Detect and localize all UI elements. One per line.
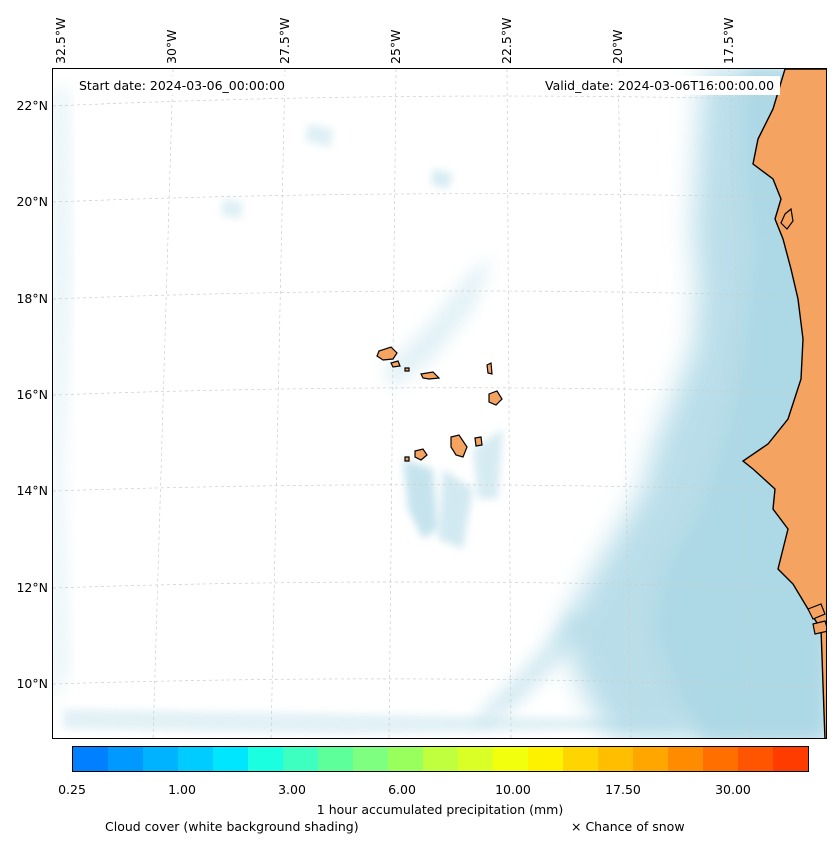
cloud-patch-west [53, 89, 71, 709]
colorbar-tick-30-00: 30.00 [715, 782, 751, 797]
gridline-lat-20n [53, 193, 826, 203]
gridline-lat-16n [53, 387, 826, 396]
cloud-streak-islands-3 [473, 429, 503, 499]
colorbar-segment-1 [108, 747, 143, 771]
colorbar-segment-18 [703, 747, 738, 771]
colorbar-segment-9 [388, 747, 423, 771]
map-canvas [53, 69, 826, 738]
map-frame [52, 68, 827, 739]
gridline-lon-17-5w [728, 69, 752, 738]
colorbar-segment-8 [353, 747, 388, 771]
lat-label-12n: 12°N [16, 580, 48, 595]
cloud-patch-north-1 [431, 169, 453, 189]
snow-legend: × Chance of snow [571, 819, 685, 834]
island-fogo [414, 448, 428, 461]
lon-label-20w: 20°W [610, 29, 625, 64]
colorbar-segment-16 [633, 747, 668, 771]
cloud-cover-shading [53, 69, 826, 738]
lon-label-17-5w: 17.5°W [721, 17, 736, 64]
colorbar-segment-6 [283, 747, 318, 771]
colorbar-segment-4 [213, 747, 248, 771]
lon-label-22-5w: 22.5°W [499, 17, 514, 64]
cloud-patch-north-2 [305, 124, 333, 147]
cape-verde-islands [376, 346, 503, 462]
colorbar-tick-1-00: 1.00 [168, 782, 196, 797]
gridline-lat-22n [53, 95, 826, 107]
colorbar-segment-20 [773, 747, 808, 771]
colorbar-segment-19 [738, 747, 773, 771]
lat-label-14n: 14°N [16, 483, 48, 498]
gridline-lon-27-5w [270, 69, 286, 738]
island-santa-luzia [404, 367, 410, 372]
lon-label-27-5w: 27.5°W [277, 17, 292, 64]
island-sal [486, 362, 493, 375]
colorbar-segment-7 [318, 747, 353, 771]
colorbar-segment-17 [668, 747, 703, 771]
lon-label-30w: 30°W [164, 29, 179, 64]
cloud-patch-north-3 [221, 199, 243, 219]
colorbar-tick-6-00: 6.00 [388, 782, 416, 797]
colorbar-segment-0 [73, 747, 108, 771]
gridline-lat-10n [53, 678, 826, 689]
gridline-lon-30w [152, 69, 174, 738]
lat-label-10n: 10°N [16, 676, 48, 691]
land-small-coastal-2 [807, 603, 826, 620]
colorbar-segment-3 [178, 747, 213, 771]
gridline-lon-22-5w [506, 69, 512, 738]
island-santiago [450, 434, 468, 458]
colorbar-segment-5 [248, 747, 283, 771]
gridline-lat-12n [53, 581, 826, 591]
cloud-cover-legend: Cloud cover (white background shading) [105, 819, 359, 834]
colorbar-segment-11 [458, 747, 493, 771]
colorbar-segment-14 [563, 747, 598, 771]
gridline-lat-14n [53, 484, 826, 493]
valid-date-label: Valid_date: 2024-03-06T16:00:00.00 [539, 76, 781, 95]
lon-label-32-5w: 32.5°W [53, 17, 68, 64]
start-date-label: Start date: 2024-03-06_00:00:00 [73, 76, 291, 95]
gridline-lon-25w [388, 69, 397, 738]
lat-label-18n: 18°N [16, 291, 48, 306]
cloud-streak-islands-1 [403, 459, 438, 539]
colorbar-segment-12 [493, 747, 528, 771]
land-small-coastal-1 [780, 207, 794, 230]
precipitation-colorbar [72, 746, 809, 772]
island-sao-nicolau [420, 371, 441, 380]
colorbar-tick-10-00: 10.00 [495, 782, 531, 797]
cloud-bottom-strip [63, 709, 693, 734]
lat-label-22n: 22°N [16, 98, 48, 113]
colorbar-segment-15 [598, 747, 633, 771]
colorbar-tick-17-50: 17.50 [605, 782, 641, 797]
lat-label-16n: 16°N [16, 387, 48, 402]
gridline-lat-18n [53, 290, 826, 300]
island-brava [404, 456, 410, 462]
cloud-streak-islands-2 [438, 469, 473, 549]
lon-label-25w: 25°W [388, 29, 403, 64]
lat-label-20n: 20°N [16, 194, 48, 209]
graticule [53, 69, 826, 738]
colorbar-tick-3-00: 3.00 [278, 782, 306, 797]
island-maio [474, 436, 483, 447]
island-boa-vista [488, 390, 503, 406]
island-santo-antao [376, 346, 398, 361]
cloud-streak-northeast [383, 259, 493, 389]
gridline-lon-20w [617, 69, 632, 738]
colorbar-segment-13 [528, 747, 563, 771]
cloud-plume-southwest [473, 609, 593, 729]
colorbar-title: 1 hour accumulated precipitation (mm) [316, 802, 564, 817]
colorbar-tick-0-25: 0.25 [58, 782, 86, 797]
colorbar-segment-10 [423, 747, 458, 771]
colorbar-segment-2 [143, 747, 178, 771]
island-sao-vicente [390, 360, 401, 368]
land-small-coastal-3 [812, 620, 826, 635]
africa-coastline [741, 69, 826, 738]
